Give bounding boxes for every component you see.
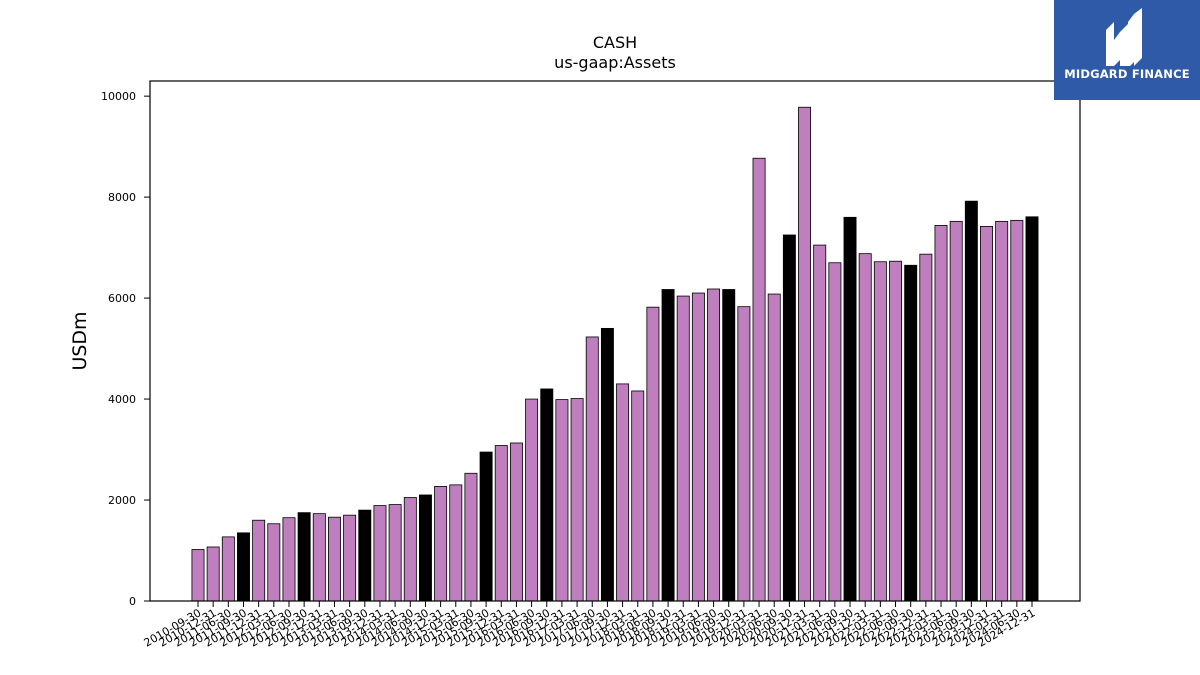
- brand-badge: MIDGARD FINANCE: [1054, 0, 1200, 100]
- bar-2023-12-31: [980, 225, 993, 602]
- bar-2013-03-31: [328, 516, 341, 602]
- bar-2017-06-30: [585, 336, 599, 602]
- bar-2014-09-30: [418, 494, 432, 602]
- bar-group: [191, 106, 1039, 602]
- bar-2022-12-31: [919, 253, 933, 602]
- bar-2021-09-30: [843, 216, 857, 602]
- bar-2015-12-31: [494, 445, 508, 602]
- midgard-mh-monogram-icon: [1106, 8, 1142, 66]
- bar-2012-12-31: [312, 513, 326, 602]
- bar-2014-03-31: [388, 504, 402, 602]
- bar-2019-06-30: [707, 288, 721, 602]
- bar-2022-06-30: [889, 260, 902, 602]
- bar-2020-12-31: [798, 106, 812, 602]
- plot-frame: [149, 80, 1081, 602]
- bar-2024-06-30: [1010, 219, 1024, 602]
- chart-subtitle: us-gaap:Assets: [554, 53, 676, 72]
- y-tick-label: 6000: [108, 292, 136, 305]
- bar-2012-06-30: [282, 517, 296, 602]
- bar-2023-03-31: [934, 224, 948, 602]
- bar-2020-09-30: [782, 234, 796, 602]
- bar-2014-06-30: [403, 497, 417, 602]
- bar-2018-12-31: [676, 295, 690, 602]
- y-tick-label: 0: [129, 595, 136, 608]
- y-axis-ticks: 0 2000 4000 6000 8000 10000: [101, 90, 150, 608]
- bar-2016-12-31: [555, 399, 569, 602]
- bar-2019-09-30: [722, 289, 736, 602]
- bar-2022-03-31: [873, 261, 887, 602]
- y-tick-label: 4000: [108, 393, 136, 406]
- chart-title: CASH: [593, 33, 637, 52]
- bar-2013-12-31: [373, 505, 387, 602]
- bar-2020-06-30: [767, 293, 781, 602]
- bar-2017-09-30: [600, 327, 614, 602]
- y-axis-label: USDm: [69, 311, 91, 370]
- bar-2015-09-30: [479, 451, 493, 602]
- bar-2016-06-30: [525, 398, 539, 602]
- bar-2015-03-31: [449, 484, 463, 602]
- bar-2018-09-30: [661, 289, 675, 602]
- bar-2011-06-30: [221, 536, 235, 602]
- bar-2012-09-30: [297, 512, 311, 602]
- bar-2021-03-31: [813, 244, 827, 602]
- bar-2015-06-30: [464, 472, 478, 602]
- bar-2012-03-31: [267, 523, 281, 602]
- bar-2010-12-31: [206, 546, 220, 602]
- bar-2019-12-31: [737, 306, 751, 602]
- bar-2019-03-31: [691, 292, 705, 602]
- x-axis-ticks: 2010-09-302010-12-312011-06-302011-09-30…: [142, 601, 1038, 650]
- bar-2024-12-31: [1025, 216, 1039, 602]
- bar-2021-12-31: [858, 253, 872, 602]
- bar-2022-09-30: [904, 264, 918, 602]
- y-tick-label: 8000: [108, 191, 136, 204]
- bar-2013-06-30: [343, 514, 357, 602]
- bar-2018-03-31: [631, 390, 645, 602]
- bar-2024-03-31: [995, 220, 1009, 602]
- bar-2023-09-30: [964, 200, 978, 602]
- bar-2013-09-30: [358, 509, 372, 602]
- bar-2014-12-31: [434, 485, 448, 602]
- bar-2010-09-30: [191, 549, 205, 602]
- bar-2017-03-31: [570, 398, 584, 602]
- bar-2018-06-30: [646, 306, 660, 602]
- bar-2011-09-30: [237, 532, 250, 602]
- bar-2020-03-31: [752, 157, 766, 602]
- bar-2016-09-30: [540, 388, 554, 602]
- brand-name: MIDGARD FINANCE: [1064, 67, 1190, 81]
- y-tick-label: 2000: [108, 494, 136, 507]
- bar-2016-03-31: [509, 442, 523, 602]
- bar-2023-06-30: [949, 220, 963, 602]
- bar-2017-12-31: [616, 383, 630, 602]
- bar-2011-12-31: [252, 519, 266, 602]
- y-tick-label: 10000: [101, 90, 136, 103]
- bar-2021-06-30: [828, 262, 842, 602]
